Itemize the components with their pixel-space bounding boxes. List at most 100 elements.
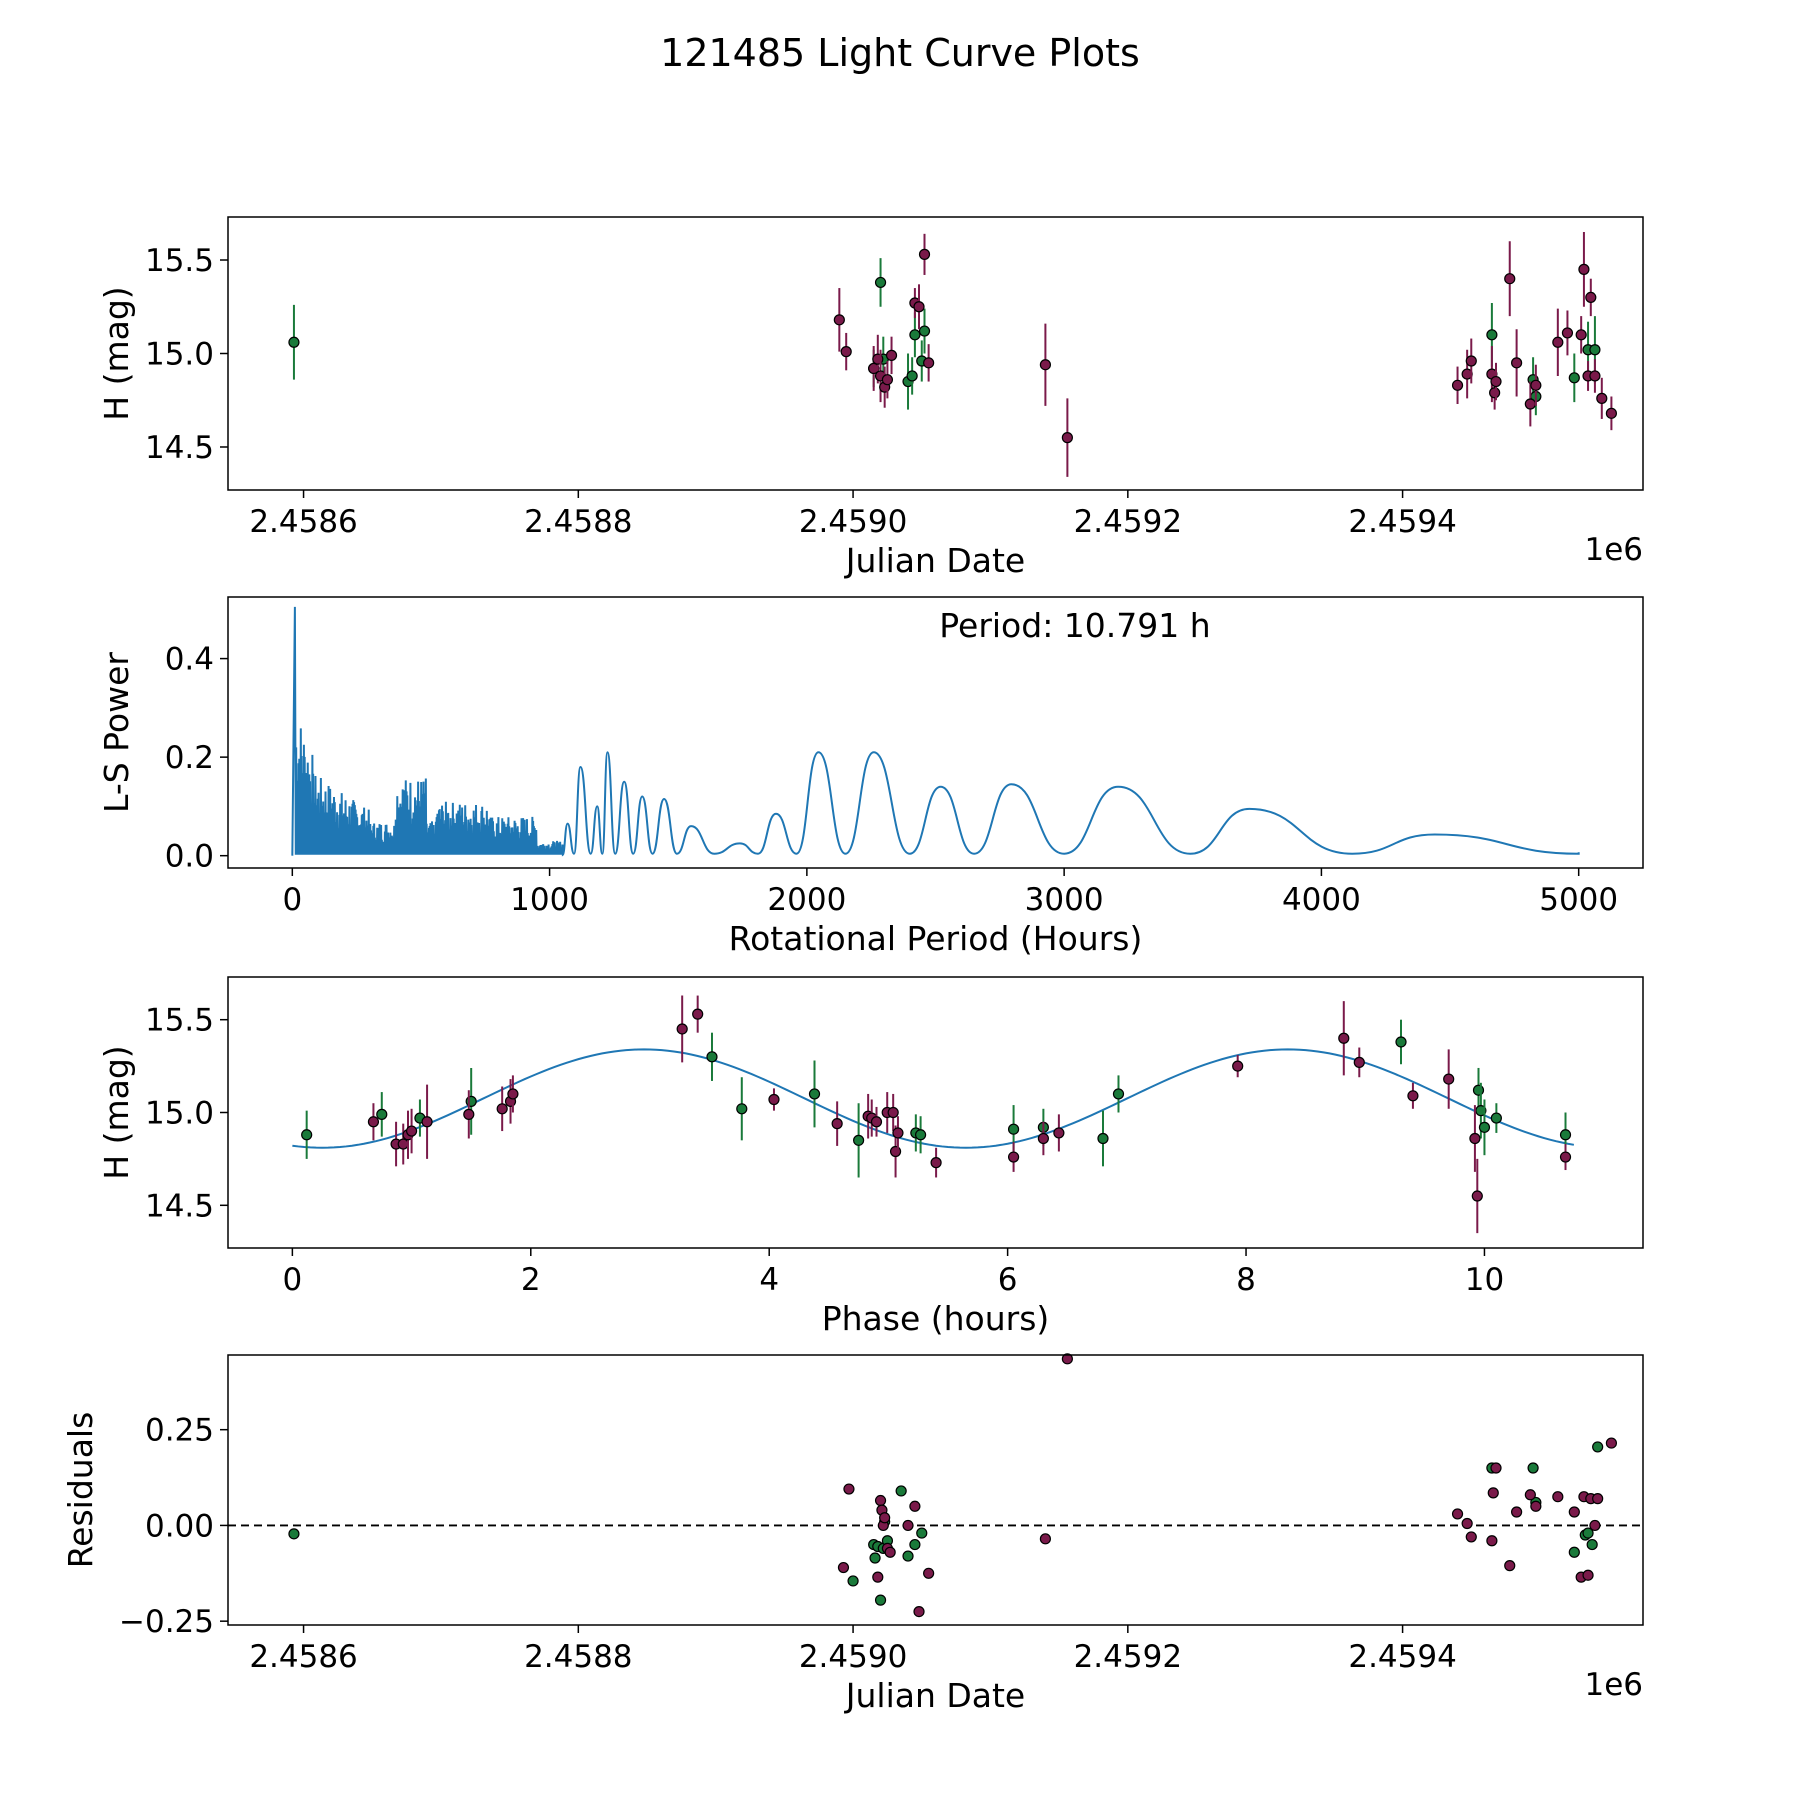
data-point xyxy=(1582,1569,1594,1581)
data-point xyxy=(889,1145,902,1158)
data-point xyxy=(367,1116,380,1128)
y-axis-label: H (mag) xyxy=(97,1045,136,1179)
series-r xyxy=(837,1353,1618,1618)
data-point xyxy=(918,325,931,337)
data-point xyxy=(1007,1151,1020,1163)
x-tick-label: 2 xyxy=(521,1262,541,1298)
y-tick-label: 14.5 xyxy=(145,1188,214,1224)
data-point xyxy=(421,1116,433,1128)
data-point xyxy=(874,276,887,289)
data-point xyxy=(706,1051,718,1063)
data-point xyxy=(301,1129,313,1141)
model-fit-line xyxy=(292,1048,1575,1149)
y-tick-label: 0.4 xyxy=(165,642,214,678)
x-axis-label: Julian Date xyxy=(844,1676,1026,1715)
data-point xyxy=(1592,1441,1604,1453)
data-point xyxy=(1478,1121,1491,1133)
data-point xyxy=(1582,1527,1594,1539)
y-tick-label: 15.0 xyxy=(145,337,214,373)
data-point xyxy=(1559,1151,1572,1163)
data-point xyxy=(923,1567,935,1579)
data-point xyxy=(1338,1032,1350,1044)
data-point xyxy=(1552,1491,1564,1503)
period-annotation: Period: 10.791 h xyxy=(939,606,1210,645)
data-point xyxy=(874,1594,887,1606)
data-point xyxy=(1490,1112,1502,1124)
data-point xyxy=(463,1108,475,1120)
data-point xyxy=(1469,1132,1481,1145)
data-point xyxy=(1559,1129,1572,1141)
data-point xyxy=(288,1528,300,1540)
data-point xyxy=(1596,392,1608,404)
x-tick-label: 2.4588 xyxy=(524,1639,632,1675)
data-point xyxy=(923,357,935,369)
data-point xyxy=(1530,1500,1542,1512)
series-g xyxy=(288,1441,1604,1606)
data-point xyxy=(879,1512,891,1524)
data-point xyxy=(1568,1546,1580,1558)
series-r xyxy=(367,995,1572,1234)
data-point xyxy=(1037,1132,1049,1145)
data-point xyxy=(1578,263,1590,275)
data-point xyxy=(1524,398,1536,410)
data-point xyxy=(1589,344,1601,356)
y-axis-label: L-S Power xyxy=(97,652,136,813)
data-point xyxy=(837,1561,850,1574)
x-tick-label: 0 xyxy=(283,1262,303,1298)
x-tick-label: 0 xyxy=(282,882,302,918)
data-point xyxy=(376,1108,388,1120)
data-point xyxy=(1504,273,1516,285)
y-axis-label: H (mag) xyxy=(97,286,136,420)
periodogram-line xyxy=(291,606,1580,857)
data-point xyxy=(1471,1190,1483,1202)
data-point xyxy=(1395,1036,1407,1048)
data-point xyxy=(1465,1531,1477,1543)
x-tick-label: 2.4586 xyxy=(249,504,357,540)
data-point xyxy=(853,1134,865,1146)
data-point xyxy=(831,1118,843,1130)
data-point xyxy=(1561,327,1574,339)
data-point xyxy=(1568,1506,1580,1518)
data-point xyxy=(909,329,921,341)
x-tick-label: 4000 xyxy=(1282,882,1361,918)
data-point xyxy=(808,1088,821,1100)
lightcurve-panel: 2.4586 2.4588 2.4590 2.4592 2.4594 14.5 15.0 15… xyxy=(97,216,1644,580)
figure-title: 121485 Light Curve Plots xyxy=(660,31,1140,75)
x-axis-label: Julian Date xyxy=(844,541,1026,580)
x-tick-label: 2000 xyxy=(767,882,846,918)
series-g xyxy=(288,258,931,410)
series-r xyxy=(833,233,1073,477)
data-point xyxy=(872,1571,884,1583)
data-point xyxy=(1552,336,1564,348)
x-offset-label: 1e6 xyxy=(1584,532,1643,568)
x-tick-label: 2.4594 xyxy=(1348,504,1456,540)
data-point xyxy=(1443,1073,1455,1085)
data-point xyxy=(1007,1123,1020,1135)
data-point xyxy=(1061,432,1073,444)
data-point xyxy=(918,248,931,260)
data-point xyxy=(1524,1489,1536,1501)
data-point xyxy=(843,1483,855,1495)
data-point xyxy=(1511,1506,1523,1518)
data-point xyxy=(913,301,925,313)
residuals-panel: 2.4586 2.4588 2.4590 2.4592 2.4594 −0.25 0.00 0… xyxy=(61,1353,1644,1715)
data-point xyxy=(1461,1517,1473,1530)
x-tick-label: 4 xyxy=(759,1262,779,1298)
data-point xyxy=(1568,372,1580,384)
data-point xyxy=(1451,379,1464,391)
data-point xyxy=(1353,1056,1365,1068)
data-point xyxy=(1586,1538,1598,1551)
y-tick-label: 15.0 xyxy=(145,1096,214,1132)
data-point xyxy=(1451,1508,1464,1520)
x-tick-label: 5000 xyxy=(1539,882,1618,918)
data-point xyxy=(768,1093,780,1106)
data-point xyxy=(465,1095,477,1107)
data-point xyxy=(885,349,898,361)
data-point xyxy=(1504,1560,1516,1572)
y-tick-label: 0.0 xyxy=(165,839,214,875)
periodogram-panel: 0 1000 2000 3000 4000 5000 0.0 0.2 0.4 Rotational… xyxy=(97,596,1644,958)
data-point xyxy=(288,336,300,348)
data-point xyxy=(1585,291,1597,304)
data-point xyxy=(1039,1533,1052,1545)
